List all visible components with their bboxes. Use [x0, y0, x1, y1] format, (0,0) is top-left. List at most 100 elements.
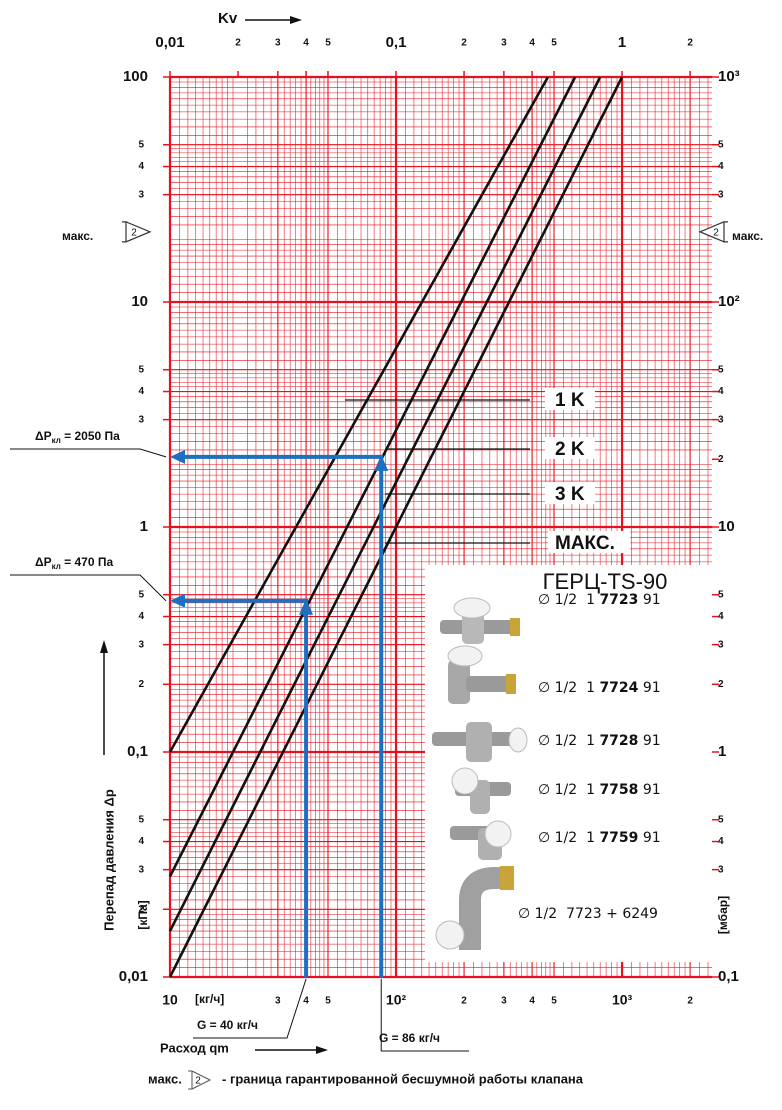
y-unit: [кПа]: [136, 900, 150, 929]
y2-tick-label: 5: [718, 139, 724, 150]
arrow-head: [316, 1046, 328, 1054]
y2-unit: [мбар]: [716, 896, 730, 934]
x-tick-label: 2: [461, 996, 467, 1007]
valve-icon: [450, 820, 512, 860]
x2-tick-label: 0,1: [386, 34, 407, 51]
arrow-head: [374, 454, 389, 471]
dp-label: ΔPкл = 2050 Па: [35, 429, 120, 445]
arrow-head: [170, 449, 185, 464]
footnote-label: макс.: [148, 1071, 182, 1086]
item-code: 7728: [599, 733, 638, 749]
legend-items: ∅ 1/2 1 7723 91∅ 1/2 1 7724 91∅ 1/2 1 77…: [518, 592, 661, 922]
x2-axis-title: Kv: [218, 10, 238, 27]
y2-tick-label: 2: [718, 679, 724, 690]
y2-tick-label: 4: [718, 611, 724, 622]
arrow-head: [100, 640, 108, 653]
item-suffix: 91: [638, 733, 660, 749]
x2-tick-label: 0,01: [155, 34, 184, 51]
x2-tick-label: 3: [501, 38, 507, 49]
item-code: 7758: [599, 782, 638, 798]
y-tick-label: 4: [138, 611, 144, 622]
legend-item: ∅ 1/2 1 7723 91: [538, 592, 661, 608]
y2-tick-label: 10³: [718, 68, 740, 85]
x2-tick-label: 4: [303, 38, 309, 49]
y2-tick-label: 1: [718, 743, 726, 760]
label-bg: [545, 437, 595, 459]
series-labels: 1 K 2 K 3 K МАКС.: [345, 388, 630, 554]
valve-icon: [432, 722, 528, 762]
x2-tick-label: 2: [461, 38, 467, 49]
y-tick-label: 5: [138, 589, 144, 600]
dp-sub: кл: [52, 436, 61, 445]
grid: [168, 75, 712, 979]
max-symbol: [122, 221, 152, 243]
x2-tick-label: 5: [551, 38, 557, 49]
y2-tick-label: 10²: [718, 293, 740, 310]
item-code: 7723: [599, 592, 638, 608]
valve-icon: [451, 767, 511, 814]
label-bg: [545, 388, 595, 410]
label-bg: [545, 482, 595, 504]
max-symbol: [698, 221, 728, 243]
y2-tick-label: 4: [718, 836, 724, 847]
item-code: 7759: [599, 830, 638, 846]
y2-tick-label: 0,1: [718, 968, 739, 985]
x2-tick-label: 4: [529, 38, 535, 49]
y2-tick-label: 5: [718, 364, 724, 375]
label-bg: [548, 531, 630, 553]
x-tick-label: 10: [162, 992, 178, 1008]
y-tick-label: 2: [138, 679, 144, 690]
label-leader: [10, 574, 167, 602]
y-tick-label: 3: [138, 639, 144, 650]
y-tick-label: 0,1: [127, 743, 148, 760]
legend-title: ГЕРЦ-TS-90: [543, 569, 668, 594]
x-tick-label: 4: [303, 996, 309, 1007]
max-symbol-text: 2: [713, 227, 719, 238]
item-prefix: ∅ 1/2 1: [538, 733, 599, 749]
y2-tick-label: 5: [718, 589, 724, 600]
x-tick-label: 10²: [386, 992, 407, 1008]
y2-tick-label: 3: [718, 864, 724, 875]
series-label: 2 K: [555, 439, 585, 460]
y-tick-label: 5: [138, 364, 144, 375]
item-suffix: 91: [638, 830, 660, 846]
series-line: [168, 76, 577, 877]
dp-text: = 470 Па: [61, 555, 114, 569]
arrow-head: [170, 593, 185, 608]
y2-tick-label: 2: [718, 454, 724, 465]
max-label: макс.: [732, 229, 763, 243]
x-axis-title: Расход qm: [160, 1040, 229, 1055]
x2-tick-label: 5: [325, 38, 331, 49]
x-tick-label: 3: [275, 996, 281, 1007]
y-tick-label: 4: [138, 836, 144, 847]
arrow-head: [299, 598, 314, 615]
y-tick-label: 3: [138, 414, 144, 425]
item-suffix: 91: [638, 680, 660, 696]
label-leader: [380, 979, 469, 1052]
valve-icon: [440, 597, 520, 644]
y-tick-label: 3: [138, 189, 144, 200]
max-marker: макс. макс. 2 2: [62, 221, 763, 243]
legend-item: ∅ 1/2 1 7724 91: [538, 680, 661, 696]
dp-sub: кл: [52, 562, 61, 571]
item-prefix: ∅ 1/2 1: [538, 782, 599, 798]
item-suffix: 91: [638, 782, 660, 798]
x-unit: [кг/ч]: [195, 992, 224, 1006]
x-tick-label: 4: [529, 996, 535, 1007]
x-tick-label: 5: [551, 996, 557, 1007]
dp-label: ΔPкл = 470 Па: [35, 555, 113, 571]
y-tick-label: 3: [138, 864, 144, 875]
max-symbol-text: 2: [131, 227, 137, 238]
valve-icon: [447, 645, 516, 704]
dp-symbol: ΔP: [35, 555, 52, 569]
label-leader: [10, 448, 167, 458]
y-axis-title: Перепад давления Δp: [101, 789, 116, 931]
y-tick-label: 1: [140, 518, 148, 535]
item-prefix: ∅ 1/2 7723 + 6249: [518, 906, 658, 922]
legend-item: ∅ 1/2 1 7759 91: [538, 830, 661, 846]
legend-item: ∅ 1/2 1 7728 91: [538, 733, 661, 749]
series-line: [168, 76, 550, 753]
x2-tick-label: 1: [618, 34, 626, 51]
x-tick-label: 3: [501, 996, 507, 1007]
y-tick-label: 100: [123, 68, 148, 85]
